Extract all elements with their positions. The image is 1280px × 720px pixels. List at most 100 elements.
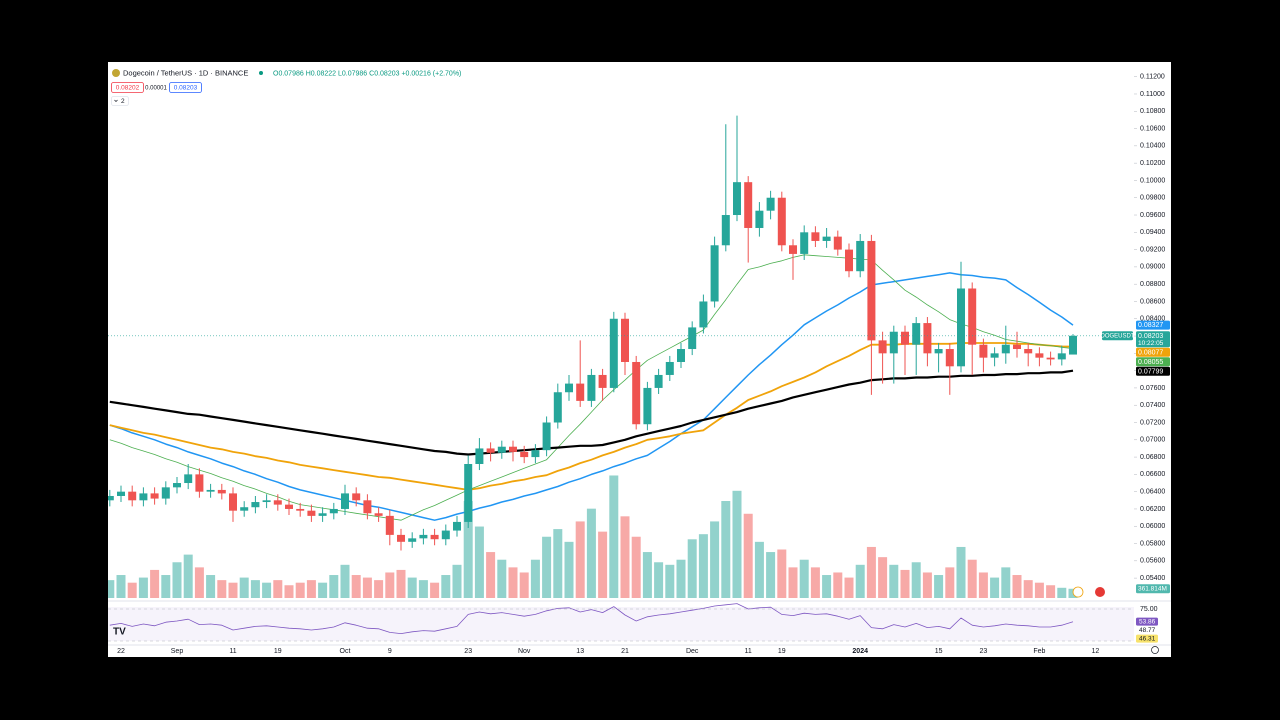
- rsi-tag-label: 48.77: [1139, 627, 1156, 634]
- volume-bar: [1046, 585, 1056, 598]
- bid-price: 0.08202: [116, 85, 140, 92]
- candle-body: [240, 507, 249, 511]
- candle-body: [1057, 353, 1066, 360]
- flag-icon[interactable]: [1095, 587, 1105, 597]
- volume-bar: [822, 575, 832, 598]
- volume-bar: [934, 575, 944, 598]
- volume-bar: [486, 552, 496, 598]
- candle-body: [1035, 353, 1044, 358]
- price-tag: [1136, 366, 1170, 376]
- volume-bar: [1001, 567, 1011, 598]
- candle-body: [509, 446, 517, 452]
- candle-body: [565, 383, 573, 393]
- y-tick-label: 0.08400: [1140, 316, 1165, 323]
- volume-bar: [710, 521, 720, 598]
- volume-bar: [553, 529, 563, 598]
- settings-icon[interactable]: [1151, 646, 1159, 654]
- volume-bar: [799, 559, 809, 598]
- volume-bar: [542, 536, 552, 598]
- volume-bar: [318, 582, 328, 598]
- volume-bar: [508, 567, 518, 598]
- volume-bar: [284, 585, 294, 598]
- volume-bar: [306, 580, 316, 598]
- y-tick-label: 0.09200: [1140, 246, 1165, 253]
- y-tick-label: 0.10200: [1140, 160, 1165, 167]
- y-tick-label: 0.09600: [1140, 212, 1165, 219]
- volume-bar: [385, 572, 395, 598]
- candle-body: [621, 318, 629, 362]
- candle-body: [1046, 357, 1055, 360]
- candle-body: [329, 508, 338, 514]
- candle-body: [128, 491, 137, 501]
- candle-body: [755, 210, 764, 228]
- candle-body: [430, 534, 439, 540]
- volume-bar: [1012, 575, 1022, 598]
- volume-bar: [217, 580, 227, 598]
- volume-bar: [922, 572, 932, 598]
- candle-body: [251, 502, 260, 508]
- candle-body: [587, 374, 596, 401]
- x-tick-label: 23: [464, 648, 472, 655]
- volume-bar: [161, 575, 171, 598]
- x-tick-label: 21: [621, 648, 629, 655]
- candle-body: [1024, 349, 1033, 354]
- candle-body: [811, 232, 820, 241]
- event-icon[interactable]: [1072, 586, 1084, 598]
- candle-body: [486, 448, 495, 453]
- x-tick-label: 9: [388, 648, 392, 655]
- volume-bar: [967, 559, 977, 598]
- y-tick-label: 0.11200: [1140, 74, 1165, 81]
- candle-body: [1069, 335, 1077, 355]
- y-tick-label: 0.06400: [1140, 489, 1165, 496]
- volume-bar: [108, 580, 115, 598]
- y-tick-label: 0.07000: [1140, 437, 1165, 444]
- price-tag-label: 0.08055: [1138, 359, 1163, 366]
- candle-body: [531, 450, 540, 458]
- candle-body: [217, 489, 226, 494]
- y-tick-label: 0.10000: [1140, 177, 1165, 184]
- buy-box[interactable]: [169, 82, 202, 93]
- market-status: [259, 71, 263, 75]
- volume-bar: [564, 541, 574, 598]
- y-tick-label: 0.08600: [1140, 298, 1165, 305]
- y-tick-label: 0.10600: [1140, 125, 1165, 132]
- candle-body: [957, 288, 965, 367]
- volume-bar: [990, 577, 1000, 598]
- volume-bar: [441, 575, 451, 598]
- candle-body: [744, 182, 753, 228]
- volume-bar: [844, 577, 854, 598]
- volume-bar: [295, 582, 305, 598]
- y-tick-label: 0.11000: [1140, 91, 1165, 98]
- chevron-icon: [114, 99, 118, 102]
- candle-body: [273, 500, 282, 505]
- candle-body: [889, 331, 898, 354]
- volume-bar: [743, 513, 753, 598]
- volume-bar: [183, 554, 193, 598]
- candle-body: [643, 387, 652, 425]
- candle-body: [341, 493, 349, 509]
- volume-bar: [642, 552, 652, 598]
- volume-bar: [631, 536, 641, 598]
- candle-body: [598, 374, 607, 388]
- candle-body: [475, 448, 484, 464]
- candle-body: [800, 232, 809, 254]
- candle-body: [979, 344, 988, 358]
- price-tag-label: 0.08203: [1138, 333, 1163, 340]
- candle-body: [206, 489, 215, 492]
- sell-box[interactable]: [111, 82, 144, 93]
- rsi-tick-label: 75.00: [1140, 606, 1158, 613]
- candle-body: [856, 240, 865, 272]
- volume-bar: [250, 580, 260, 598]
- y-tick-label: 0.07600: [1140, 385, 1165, 392]
- volume-bar: [239, 577, 249, 598]
- volume-bar: [956, 546, 966, 598]
- volume-bar: [150, 569, 160, 598]
- candle-body: [520, 451, 529, 458]
- candle-body: [632, 361, 641, 425]
- candle-body: [609, 318, 618, 388]
- candle-body: [912, 323, 921, 345]
- volume-bar: [810, 567, 820, 598]
- candle-body: [867, 240, 876, 341]
- indicator-toggle[interactable]: [111, 96, 129, 106]
